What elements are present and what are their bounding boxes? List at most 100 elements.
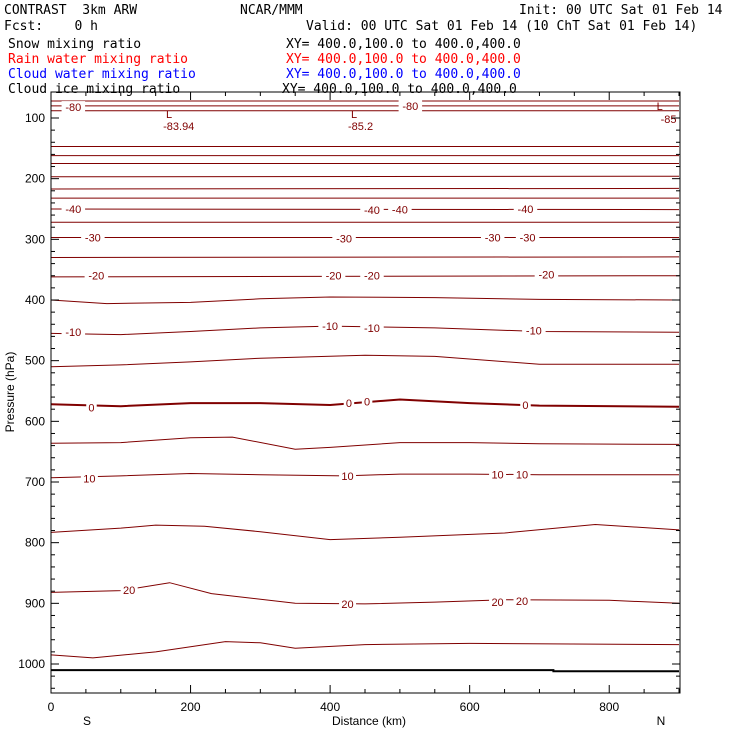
- contour-line: [50, 641, 680, 659]
- contour-label-bg: [388, 203, 412, 216]
- valid-time: Valid: 00 UTC Sat 01 Feb 14 (10 ChT Sat …: [306, 19, 698, 34]
- y-tick-label: 900: [25, 596, 45, 610]
- contour-label: -30: [520, 233, 536, 245]
- contour-label-bg: [61, 326, 86, 339]
- contour-label: 20: [516, 596, 528, 608]
- contour-label-bg: [81, 231, 105, 244]
- contour-label-bg: [489, 468, 507, 481]
- contour-label: -10: [364, 323, 380, 335]
- contour-label: -10: [526, 325, 542, 337]
- contour-label-bg: [321, 269, 346, 282]
- contour-labels: -80 -80 -85 -40 -40 -40 -40 -30 -30 -30 -30 -20 -20 -…: [61, 99, 681, 611]
- contour-label-bg: [522, 324, 546, 337]
- y-tick-label: 200: [25, 172, 45, 186]
- contour-label-bg: [120, 583, 138, 596]
- contour-label-bg: [515, 231, 540, 244]
- contour-label-bg: [84, 269, 109, 282]
- contour-label: -30: [336, 234, 352, 246]
- y-tick-label: 400: [25, 293, 45, 307]
- x-tick-label: 200: [181, 700, 201, 714]
- field-xy-cloud-ice: XY= 400.0,100.0 to 400.0,400.0: [282, 82, 517, 97]
- contour-label-bg: [80, 472, 98, 485]
- model-title: CONTRAST 3km ARW: [4, 3, 138, 18]
- low-marker: L: [657, 101, 663, 113]
- contour-label: 20: [123, 585, 135, 597]
- contour-label: 10: [491, 470, 503, 482]
- low-marker: L: [166, 109, 172, 121]
- contour-label: -80: [402, 101, 418, 113]
- x-tick-label: 0: [48, 700, 55, 714]
- contour-label-bg: [61, 101, 86, 114]
- contour-label-bg: [339, 469, 357, 482]
- x-tick-label: 600: [460, 700, 480, 714]
- contour-label-bg: [361, 395, 373, 408]
- contour-line: [50, 175, 680, 178]
- contour-label: -40: [392, 205, 408, 217]
- x-end-label-north: N: [657, 714, 666, 728]
- contour-line: [50, 582, 680, 605]
- field-xy-snow: XY= 400.0,100.0 to 400.0,400.0: [286, 37, 521, 52]
- y-tick-label: 700: [25, 475, 45, 489]
- plot-frame: [50, 91, 681, 694]
- contour-label-bg: [360, 321, 384, 334]
- contour-label: -20: [538, 270, 554, 282]
- low-value-bg: [346, 120, 381, 132]
- contour-label: -10: [65, 327, 81, 339]
- contour-label: -80: [65, 102, 81, 114]
- contour-label: 0: [346, 398, 352, 410]
- contour-label: -20: [326, 271, 342, 283]
- low-value-bg: [161, 120, 203, 132]
- field-name-rain: Rain water mixing ratio: [8, 52, 189, 67]
- contour-label-bg: [513, 594, 531, 607]
- forecast-hour: Fcst: 0 h: [4, 19, 98, 34]
- contour-label-bg: [360, 204, 384, 217]
- contour-label: -20: [88, 271, 104, 283]
- contour-label: -30: [85, 233, 101, 245]
- field-name-cloud-ice: Cloud ice mixing ratio: [8, 82, 181, 97]
- contour-label-bg: [360, 269, 384, 282]
- y-tick-label: 1000: [18, 657, 45, 671]
- contour-label: -85: [661, 114, 677, 126]
- x-end-label-south: S: [83, 714, 91, 728]
- field-xy-rain: XY= 400.0,100.0 to 400.0,400.0: [286, 52, 521, 67]
- contour-label: 0: [364, 396, 370, 408]
- contour-label-bg: [513, 468, 531, 481]
- x-tick-label: 400: [320, 700, 340, 714]
- contour-label-bg: [61, 203, 86, 215]
- contour-line: [50, 256, 680, 258]
- low-value: -83.94: [163, 121, 194, 133]
- contour-label: 10: [83, 473, 95, 485]
- contour-label-bg: [656, 113, 681, 126]
- contour-label: 20: [341, 599, 353, 611]
- contour-label-bg: [339, 597, 357, 610]
- y-tick-label: 300: [25, 232, 45, 246]
- contour-label: -40: [364, 205, 380, 217]
- contour-label: 10: [516, 470, 528, 482]
- init-time: Init: 00 UTC Sat 01 Feb 14: [519, 3, 723, 18]
- contour-label: 10: [341, 471, 353, 483]
- contour-label: -40: [518, 204, 534, 216]
- x-axis-title: Distance (km): [332, 714, 406, 728]
- contour-label: -10: [322, 321, 338, 333]
- contour-line: [50, 398, 680, 408]
- y-tick-label: 500: [25, 354, 45, 368]
- contour-label-bg: [534, 268, 559, 281]
- contour-label: -40: [65, 204, 81, 216]
- contour-label: 20: [491, 597, 503, 609]
- field-name-cloud-water: Cloud water mixing ratio: [8, 67, 196, 82]
- contour-label-bg: [398, 99, 423, 112]
- temperature-contours: [50, 100, 680, 659]
- contour-label-bg: [86, 401, 97, 414]
- contour-label-bg: [332, 232, 356, 245]
- y-tick-label: 600: [25, 414, 45, 428]
- contour-line: [50, 187, 680, 190]
- contour-line: [50, 523, 680, 541]
- field-xy-cloud-water: XY= 400.0,100.0 to 400.0,400.0: [286, 67, 521, 82]
- contour-label-bg: [513, 203, 538, 215]
- contour-label-bg: [480, 231, 505, 244]
- contour-label: -20: [364, 271, 380, 283]
- ground-line: [51, 669, 679, 673]
- contour-label: 0: [88, 402, 94, 414]
- field-name-snow: Snow mixing ratio: [8, 37, 142, 52]
